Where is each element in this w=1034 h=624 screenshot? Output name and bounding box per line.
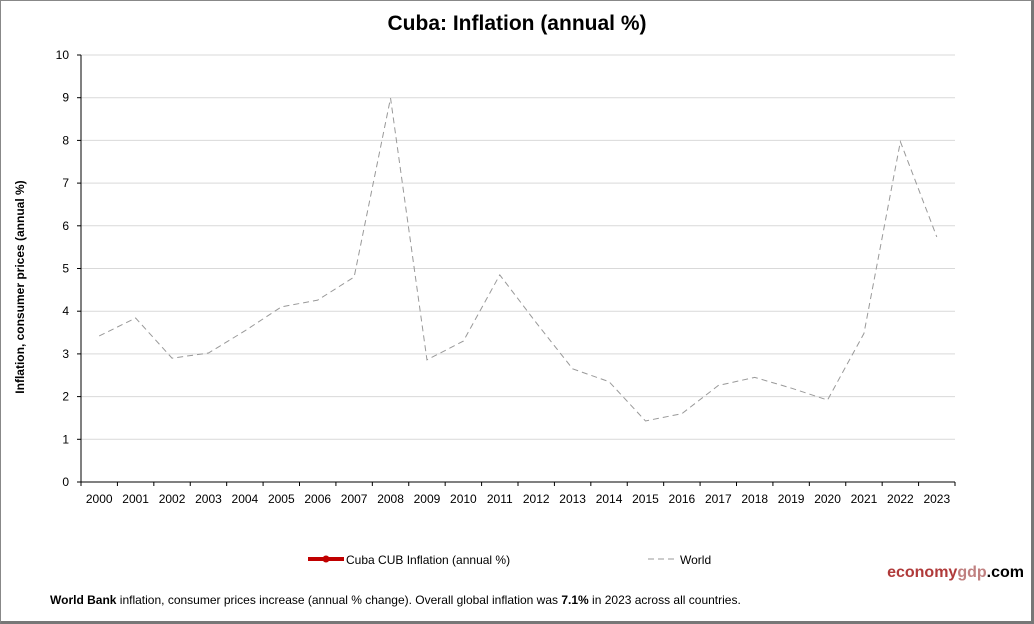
x-tick-label: 2017 <box>705 492 732 506</box>
y-tick-label: 3 <box>62 347 69 361</box>
brand-logo: economygdp.com <box>887 564 1024 581</box>
x-tick-label: 2004 <box>232 492 259 506</box>
x-tick-label: 2021 <box>851 492 878 506</box>
x-tick-label: 2022 <box>887 492 914 506</box>
x-tick-label: 2016 <box>669 492 696 506</box>
legend-cuba-marker-icon <box>308 555 344 563</box>
x-tick-label: 2007 <box>341 492 368 506</box>
x-tick-label: 2002 <box>159 492 186 506</box>
x-tick-label: 2023 <box>923 492 950 506</box>
y-tick-label: 10 <box>56 48 70 62</box>
x-tick-label: 2012 <box>523 492 550 506</box>
x-tick-label: 2000 <box>86 492 113 506</box>
legend-cuba: Cuba CUB Inflation (annual %) <box>308 552 510 567</box>
x-tick-label: 2011 <box>487 492 513 506</box>
x-tick-label: 2006 <box>304 492 331 506</box>
y-tick-label: 1 <box>62 432 69 446</box>
x-tick-label: 2019 <box>778 492 805 506</box>
y-tick-label: 5 <box>62 262 69 276</box>
y-tick-label: 2 <box>62 390 69 404</box>
y-tick-label: 6 <box>62 219 69 233</box>
x-tick-label: 2003 <box>195 492 222 506</box>
footer-note: World Bank inflation, consumer prices in… <box>50 593 741 607</box>
series-line-world <box>98 98 938 422</box>
y-tick-label: 0 <box>62 475 69 489</box>
legend-cuba-label: Cuba CUB Inflation (annual %) <box>346 553 511 567</box>
chart-title: Cuba: Inflation (annual %) <box>387 12 647 35</box>
x-tick-label: 2014 <box>596 492 623 506</box>
legend-world-dash-icon <box>648 558 676 560</box>
y-tick-label: 4 <box>62 304 69 318</box>
x-tick-label: 2008 <box>377 492 404 506</box>
y-tick-label: 7 <box>62 176 69 190</box>
legend-world: World <box>648 552 711 567</box>
x-tick-label: 2013 <box>559 492 586 506</box>
x-tick-label: 2015 <box>632 492 659 506</box>
x-tick-label: 2001 <box>122 492 149 506</box>
y-tick-label: 9 <box>62 91 69 105</box>
x-tick-label: 2020 <box>814 492 841 506</box>
legend-world-label: World <box>680 553 712 567</box>
x-tick-label: 2005 <box>268 492 295 506</box>
x-tick-label: 2018 <box>741 492 768 506</box>
x-tick-label: 2010 <box>450 492 477 506</box>
y-tick-label: 8 <box>62 133 69 147</box>
x-tick-label: 2009 <box>414 492 441 506</box>
